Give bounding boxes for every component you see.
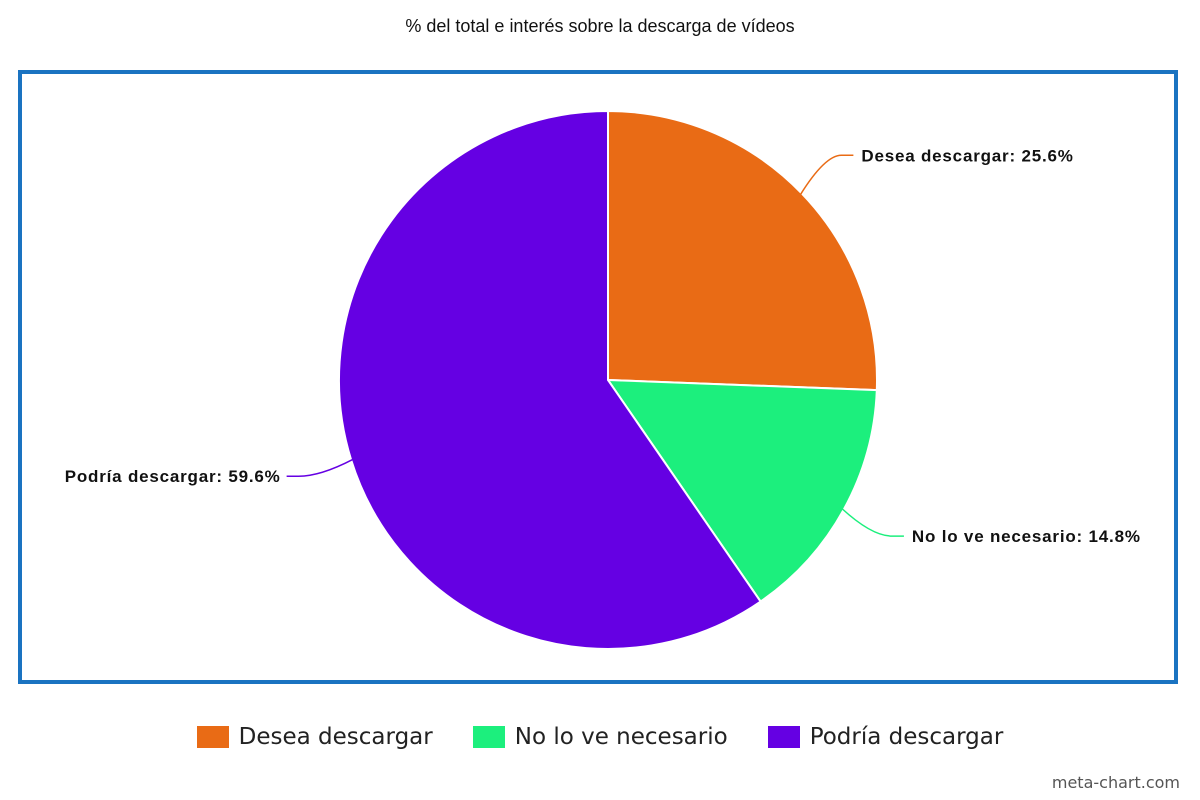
legend-swatch [767,726,800,748]
legend-item-podria-descargar[interactable]: Podría descargar [767,724,1004,750]
chart-legend: Desea descargar No lo ve necesario Podrí… [0,724,1200,750]
legend-label: Podría descargar [809,724,1004,750]
leader-line-no-lo-ve-necesario [841,508,904,537]
plot-frame [18,70,1178,684]
legend-item-no-lo-ve-necesario[interactable]: No lo ve necesario [472,724,728,750]
legend-label: No lo ve necesario [514,724,728,750]
leader-line-desea-descargar [799,154,854,196]
chart-title: % del total e interés sobre la descarga … [405,16,795,36]
data-label-no-lo-ve-necesario: No lo ve necesario: 14.8% [912,527,1141,546]
leader-line-podria-descargar [286,458,354,477]
data-label-podria-descargar: Podría descargar: 59.6% [65,467,281,486]
watermark: meta-chart.com [1051,773,1180,792]
legend-swatch [196,726,229,748]
legend-label: Desea descargar [238,724,433,750]
pie-slice-desea-descargar[interactable] [607,109,878,392]
data-label-desea-descargar: Desea descargar: 25.6% [861,146,1073,165]
legend-swatch [472,726,505,748]
legend-item-desea-descargar[interactable]: Desea descargar [196,724,433,750]
